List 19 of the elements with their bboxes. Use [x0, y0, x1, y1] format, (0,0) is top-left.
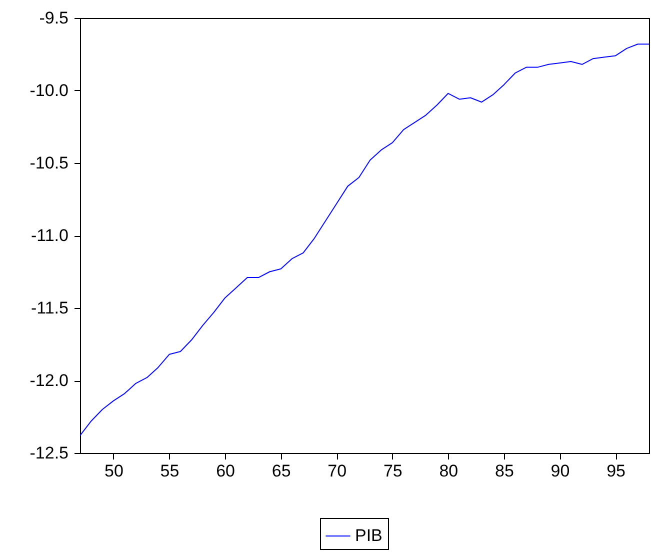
- y-tick-label: -12.5: [30, 444, 68, 462]
- y-tick-label: -11.5: [31, 298, 68, 318]
- legend-label: PIB: [355, 526, 382, 545]
- x-tick-label: 65: [272, 462, 291, 480]
- x-tick-label: 70: [328, 462, 347, 480]
- x-tick-label: 90: [550, 462, 570, 480]
- x-tick-label: 85: [495, 462, 514, 480]
- x-tick-label: 55: [160, 462, 180, 480]
- y-tick-label: -12.0: [30, 371, 68, 390]
- y-tick-label: -11.0: [31, 226, 68, 245]
- x-tick-label: 80: [439, 462, 458, 480]
- x-tick-label: 50: [104, 462, 124, 480]
- y-tick-label: -9.5: [39, 8, 68, 28]
- x-tick-label: 60: [216, 462, 235, 480]
- x-tick-label: 75: [383, 462, 402, 480]
- x-tick-label: 95: [606, 462, 626, 480]
- line-series: [80, 44, 649, 436]
- y-tick-label: -10.5: [30, 154, 68, 172]
- y-tick-label: -10.0: [30, 81, 68, 100]
